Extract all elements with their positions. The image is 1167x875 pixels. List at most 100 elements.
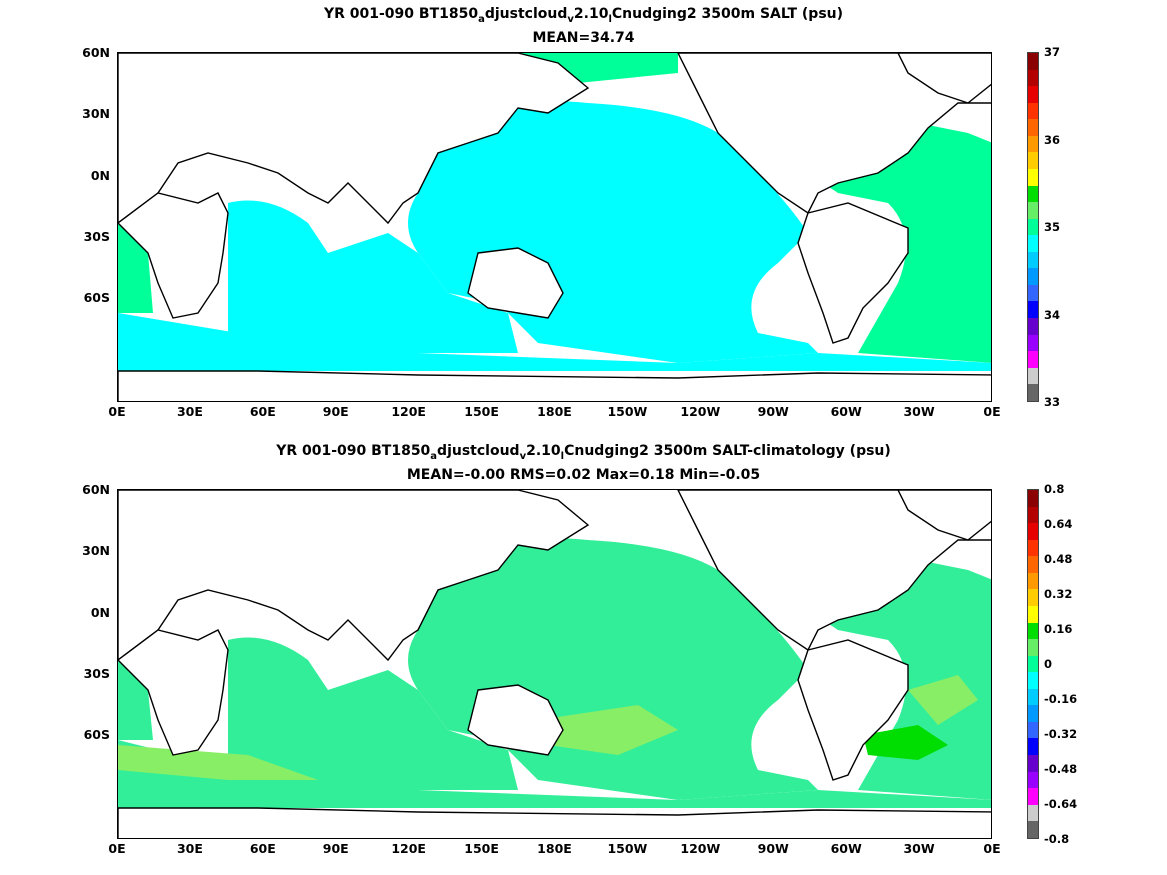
colorbar-segment bbox=[1028, 639, 1038, 656]
australia-outline bbox=[467, 684, 564, 756]
colorbar-segment bbox=[1028, 53, 1038, 70]
positive-anomaly-patch-1 bbox=[118, 745, 318, 780]
lon-label: 150E bbox=[464, 841, 499, 856]
greenland-outline bbox=[897, 490, 991, 541]
australia-outline bbox=[467, 247, 564, 319]
lon-label: 150W bbox=[607, 404, 648, 419]
colorbar-segment bbox=[1028, 185, 1038, 203]
colorbar-segment bbox=[1028, 168, 1038, 186]
colorbar-label: -0.16 bbox=[1044, 692, 1078, 706]
colorbar-segment bbox=[1028, 655, 1038, 673]
colorbar-label: 0.16 bbox=[1044, 622, 1073, 636]
colorbar-segment bbox=[1028, 572, 1038, 590]
colorbar-segment bbox=[1028, 506, 1038, 524]
colorbar-label: -0.32 bbox=[1044, 727, 1078, 741]
colorbar-label: -0.48 bbox=[1044, 762, 1078, 776]
indian-anomaly-fill bbox=[228, 637, 518, 790]
colorbar-label: 33 bbox=[1044, 395, 1061, 409]
panel1-title-line1: YR 001-090 BT1850adjustcloudv2.10lCnudgi… bbox=[323, 6, 844, 25]
colorbar-label: 0.64 bbox=[1044, 517, 1073, 531]
positive-anomaly-patch-2 bbox=[538, 705, 678, 755]
colorbar-segment bbox=[1028, 755, 1038, 772]
lon-label: 60W bbox=[830, 841, 862, 856]
colorbar-segment bbox=[1028, 334, 1038, 352]
indian-ocean-fill bbox=[228, 200, 518, 353]
lon-label: 120E bbox=[391, 841, 426, 856]
anomaly-map-canvas bbox=[118, 490, 991, 838]
colorbar-segment bbox=[1028, 688, 1038, 706]
salinity-anomaly-map bbox=[117, 489, 992, 839]
lat-label-60n: 60N bbox=[82, 45, 110, 60]
lon-label: 60W bbox=[830, 404, 862, 419]
salinity-map-canvas bbox=[118, 53, 991, 401]
colorbar-segment bbox=[1028, 721, 1038, 739]
colorbar-segment bbox=[1028, 135, 1038, 153]
colorbar-label: -0.64 bbox=[1044, 797, 1078, 811]
lat-label-30s: 30S bbox=[83, 666, 110, 681]
colorbar-label: 34 bbox=[1044, 307, 1061, 322]
continents bbox=[118, 53, 991, 401]
colorbar-segment bbox=[1028, 788, 1038, 805]
greenland-outline bbox=[897, 53, 991, 104]
south-atlantic-fill bbox=[118, 223, 153, 313]
antarctica-outline bbox=[118, 370, 991, 401]
lon-label: 90W bbox=[757, 404, 789, 419]
africa-outline bbox=[118, 192, 229, 319]
colorbar-segment bbox=[1028, 523, 1038, 540]
colorbar-segment bbox=[1028, 705, 1038, 722]
lon-label: 150E bbox=[464, 404, 499, 419]
colorbar-segment bbox=[1028, 351, 1038, 368]
colorbar-segment bbox=[1028, 284, 1038, 302]
lon-label: 120E bbox=[391, 404, 426, 419]
lon-label: 180E bbox=[537, 841, 572, 856]
colorbar-label: 35 bbox=[1044, 220, 1061, 234]
north-america-outline bbox=[677, 490, 991, 652]
southern-anomaly-fill bbox=[118, 740, 991, 808]
lon-label: 30W bbox=[903, 841, 935, 856]
lon-label: 30E bbox=[176, 841, 203, 856]
lat-label-0n: 0N bbox=[90, 605, 110, 620]
lat-label-30n: 30N bbox=[82, 543, 110, 558]
colorbar-label: 0 bbox=[1044, 657, 1053, 671]
colorbar-label: -0.8 bbox=[1044, 832, 1070, 846]
colorbar-segment bbox=[1028, 318, 1038, 335]
panel2-title-line1: YR 001-090 BT1850adjustcloudv2.10lCnudgi… bbox=[276, 443, 891, 462]
lat-label-0n: 0N bbox=[90, 168, 110, 183]
lat-label-60s: 60S bbox=[83, 727, 110, 742]
north-america-outline bbox=[677, 53, 991, 215]
colorbar-segment bbox=[1028, 490, 1038, 507]
south-atlantic-anomaly-fill bbox=[118, 660, 153, 740]
colorbar-segment bbox=[1028, 301, 1038, 318]
lon-label: 60E bbox=[249, 841, 276, 856]
colorbar-segment bbox=[1028, 251, 1038, 269]
lon-label: 180E bbox=[537, 404, 572, 419]
colorbar-segment bbox=[1028, 804, 1038, 822]
colorbar-segment bbox=[1028, 235, 1038, 252]
colorbar-label: 37 bbox=[1044, 45, 1061, 59]
colorbar-segment bbox=[1028, 268, 1038, 285]
colorbar-segment bbox=[1028, 86, 1038, 103]
lon-label: 150W bbox=[607, 841, 648, 856]
lon-label: 0E bbox=[108, 841, 126, 856]
lon-label: 60E bbox=[249, 404, 276, 419]
south-america-outline bbox=[797, 639, 909, 781]
continents bbox=[118, 490, 991, 838]
eurasia-outline bbox=[118, 490, 590, 662]
lon-label: 0E bbox=[983, 841, 1001, 856]
panel1-title-line2: MEAN=34.74 bbox=[532, 30, 635, 46]
colorbar-segment bbox=[1028, 218, 1038, 236]
colorbar-segment bbox=[1028, 384, 1038, 401]
colorbar-segment bbox=[1028, 152, 1038, 169]
lon-label: 90E bbox=[322, 404, 349, 419]
colorbar-segment bbox=[1028, 102, 1038, 120]
colorbar-segment bbox=[1028, 821, 1038, 838]
colorbar-segment bbox=[1028, 605, 1038, 623]
africa-outline bbox=[118, 629, 229, 756]
colorbar-segment bbox=[1028, 738, 1038, 755]
eurasia-outline bbox=[118, 53, 590, 225]
colorbar-label: 36 bbox=[1044, 132, 1061, 147]
lon-label: 90E bbox=[322, 841, 349, 856]
colorbar-segment bbox=[1028, 771, 1038, 789]
colorbar bbox=[1027, 489, 1039, 839]
lat-label-60s: 60S bbox=[83, 290, 110, 305]
